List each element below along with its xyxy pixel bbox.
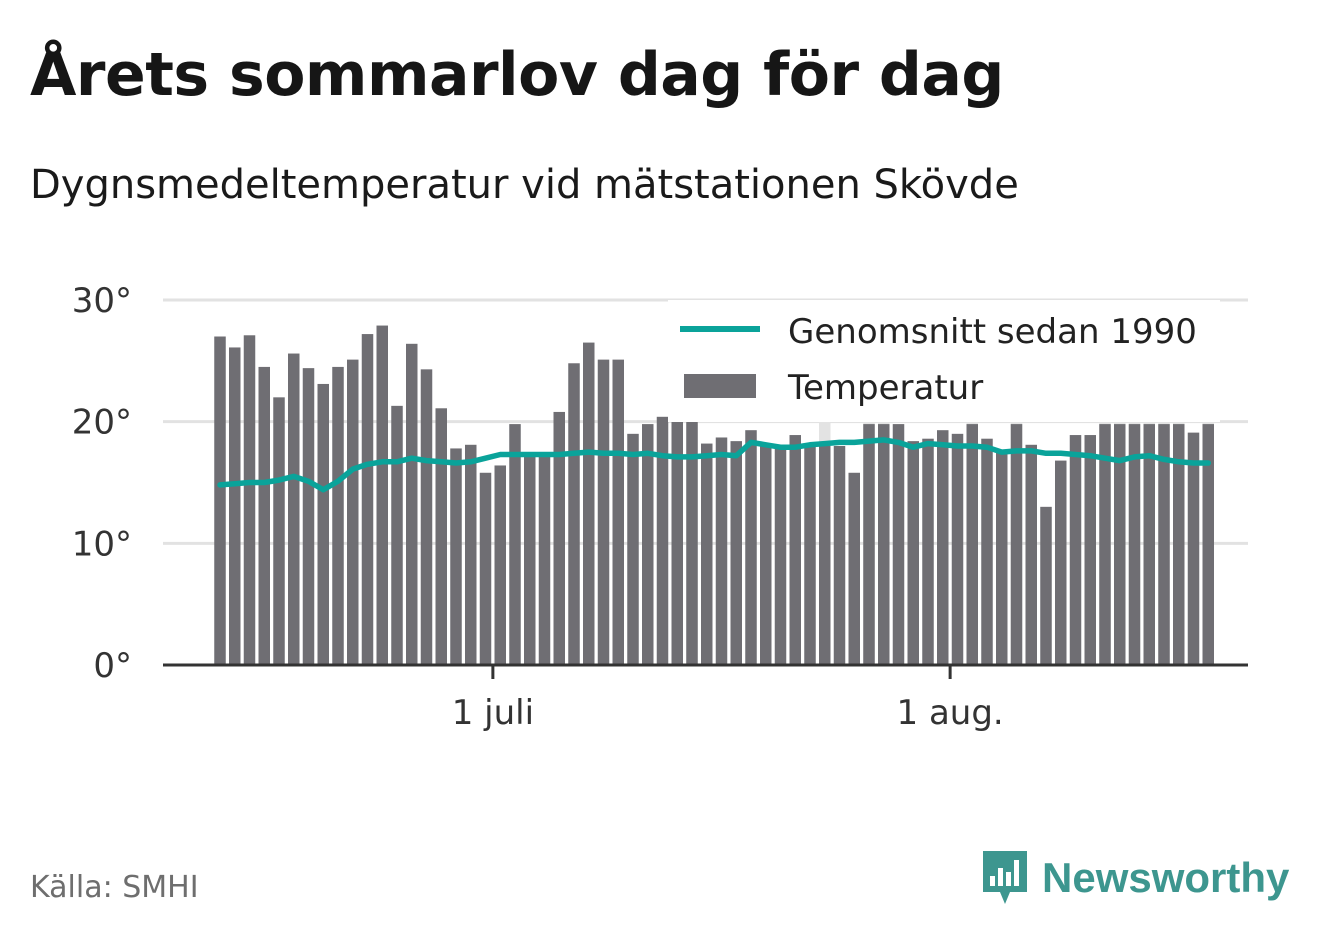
temperature-bar xyxy=(1158,424,1170,665)
temperature-bar xyxy=(243,335,256,665)
y-tick-label: 0° xyxy=(93,646,132,686)
temperature-bar xyxy=(1055,460,1067,665)
legend-label-average: Genomsnitt sedan 1990 xyxy=(788,312,1197,352)
temperature-bar xyxy=(892,424,905,665)
temperature-bar xyxy=(671,408,683,665)
temperature-bar xyxy=(302,368,315,665)
temperature-bar xyxy=(317,383,329,665)
temperature-bar xyxy=(1128,424,1141,665)
temperature-bar xyxy=(273,397,285,665)
temperature-bar xyxy=(642,424,654,665)
chart-title: Årets sommarlov dag för dag xyxy=(30,40,1004,110)
temperature-bar xyxy=(730,441,742,665)
temperature-bar xyxy=(760,443,772,665)
temperature-bar xyxy=(774,446,787,665)
temperature-bar xyxy=(332,366,344,665)
temperature-bar xyxy=(435,408,447,665)
chart-subtitle: Dygnsmedeltemperatur vid mätstationen Sk… xyxy=(30,162,1019,208)
temperature-bar xyxy=(612,359,624,665)
temperature-bar xyxy=(745,430,757,665)
legend: Genomsnitt sedan 1990 Temperatur xyxy=(668,300,1220,422)
temperature-bar xyxy=(1202,424,1214,665)
temperature-bar xyxy=(347,359,359,665)
temperature-bar xyxy=(907,441,919,665)
temperature-bar xyxy=(715,437,728,665)
temperature-bar xyxy=(1143,424,1155,665)
temperature-bar xyxy=(656,416,669,665)
temperature-bar xyxy=(229,347,241,665)
average-line-layer xyxy=(217,437,1212,493)
legend-background xyxy=(668,300,1220,422)
temperature-bar xyxy=(1010,424,1023,665)
temperature-bar xyxy=(450,448,462,665)
temperature-bar xyxy=(1099,424,1111,665)
source-credit: Källa: SMHI xyxy=(30,870,199,905)
temperature-bar xyxy=(288,353,300,665)
temperature-bar xyxy=(1040,506,1052,665)
temperature-bar xyxy=(686,421,698,665)
temperature-bar xyxy=(361,334,374,665)
average-line xyxy=(217,437,1212,493)
temperature-bar xyxy=(597,359,610,665)
temperature-bar xyxy=(922,438,934,665)
legend-label-temperature: Temperatur xyxy=(787,368,983,408)
temperature-bar xyxy=(1084,435,1096,665)
temperature-bar xyxy=(804,446,816,665)
legend-bar-swatch xyxy=(684,374,756,398)
temperature-bar xyxy=(1187,432,1200,665)
temperature-bar xyxy=(848,472,860,665)
temperature-bar xyxy=(789,435,801,665)
temperature-bar xyxy=(494,465,506,665)
temperature-bars xyxy=(214,325,1214,665)
brand-name: Newsworthy xyxy=(1042,854,1290,901)
temperature-bar xyxy=(1173,424,1185,665)
temperature-bar xyxy=(833,446,846,665)
axes: 0° 10° 20° 30° 1 juli 1 aug. xyxy=(72,281,1248,733)
temperature-bar xyxy=(406,343,418,665)
temperature-bar xyxy=(376,325,388,665)
temperature-bar xyxy=(878,424,890,665)
y-tick-label: 30° xyxy=(72,281,132,321)
newsworthy-logo-icon xyxy=(983,851,1027,904)
temperature-bar xyxy=(553,411,565,665)
y-tick-label: 10° xyxy=(72,524,132,564)
temperature-bar xyxy=(951,433,964,665)
x-tick-label: 1 aug. xyxy=(897,693,1004,733)
temperature-bar xyxy=(479,472,492,665)
temperature-bar xyxy=(819,446,831,665)
temperature-bar xyxy=(509,424,521,665)
temperature-bar xyxy=(1025,444,1037,665)
temperature-bar xyxy=(1069,435,1082,665)
temperature-bar xyxy=(524,453,536,665)
temperature-bar xyxy=(701,443,713,665)
temperature-bar xyxy=(214,336,226,665)
x-tick-label: 1 juli xyxy=(452,693,534,733)
temperature-bar xyxy=(627,433,639,665)
temperature-bar xyxy=(966,424,978,665)
temperature-bar xyxy=(568,363,580,665)
temperature-bar xyxy=(391,405,403,665)
temperature-bar xyxy=(996,450,1008,665)
temperature-bar xyxy=(937,430,949,665)
y-tick-label: 20° xyxy=(72,403,132,443)
temperature-bar xyxy=(465,444,477,665)
temperature-bar xyxy=(1114,424,1126,665)
temperature-bar xyxy=(583,342,595,665)
temperature-bar xyxy=(420,369,433,665)
brand-logo[interactable]: Newsworthy xyxy=(980,848,1289,908)
temperature-bar xyxy=(258,366,270,665)
temperature-bar xyxy=(863,424,875,665)
temperature-bar xyxy=(981,438,993,665)
temperature-bar xyxy=(538,454,551,665)
